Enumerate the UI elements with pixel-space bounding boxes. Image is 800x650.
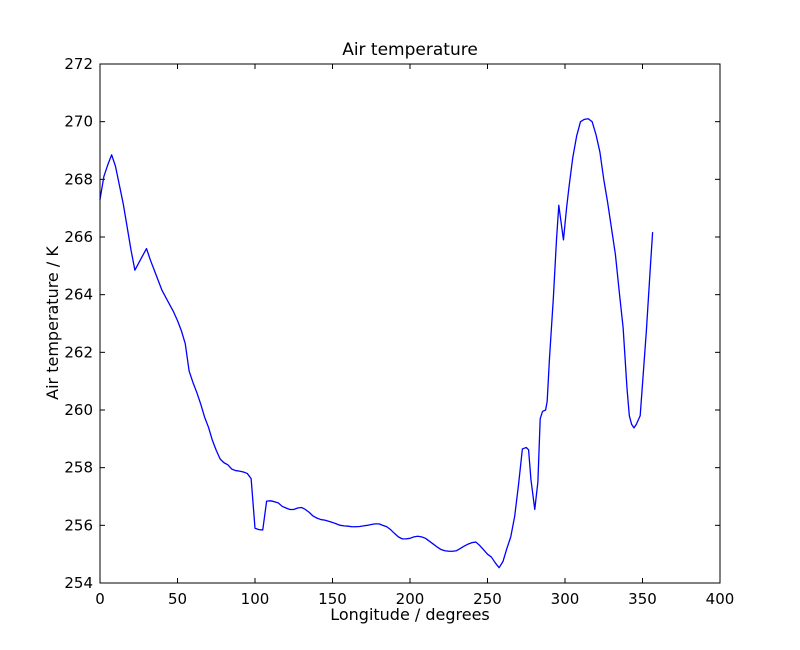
y-tick-label: 272	[64, 55, 93, 73]
y-tick-label: 262	[64, 343, 93, 361]
x-tick-label: 100	[241, 590, 270, 608]
y-tick-label: 256	[64, 516, 93, 534]
y-tick-label: 268	[64, 170, 93, 188]
y-tick-label: 260	[64, 401, 93, 419]
plot-area	[99, 63, 721, 584]
y-axis-label: Air temperature / K	[43, 246, 62, 400]
x-tick-label: 200	[396, 590, 425, 608]
y-tick-label: 258	[64, 459, 93, 477]
y-tick-label: 270	[64, 113, 93, 131]
x-tick-label: 150	[318, 590, 347, 608]
axis-tick-labels: 0 50 100 150 200 250 300 350 400 254 256 258 260 262 2…	[64, 55, 734, 608]
temperature-line	[99, 118, 654, 569]
x-tick-label: 400	[706, 590, 735, 608]
y-tick-label: 254	[64, 574, 93, 592]
x-tick-label: 350	[628, 590, 657, 608]
x-tick-label: 250	[473, 590, 502, 608]
x-axis-label: Longitude / degrees	[330, 605, 490, 624]
x-tick-label: 0	[95, 590, 105, 608]
x-tick-label: 50	[168, 590, 187, 608]
x-tick-label: 300	[551, 590, 580, 608]
axis-ticks	[99, 63, 721, 584]
chart-title: Air temperature	[342, 40, 478, 60]
y-tick-label: 264	[64, 286, 93, 304]
y-tick-label: 266	[64, 228, 93, 246]
